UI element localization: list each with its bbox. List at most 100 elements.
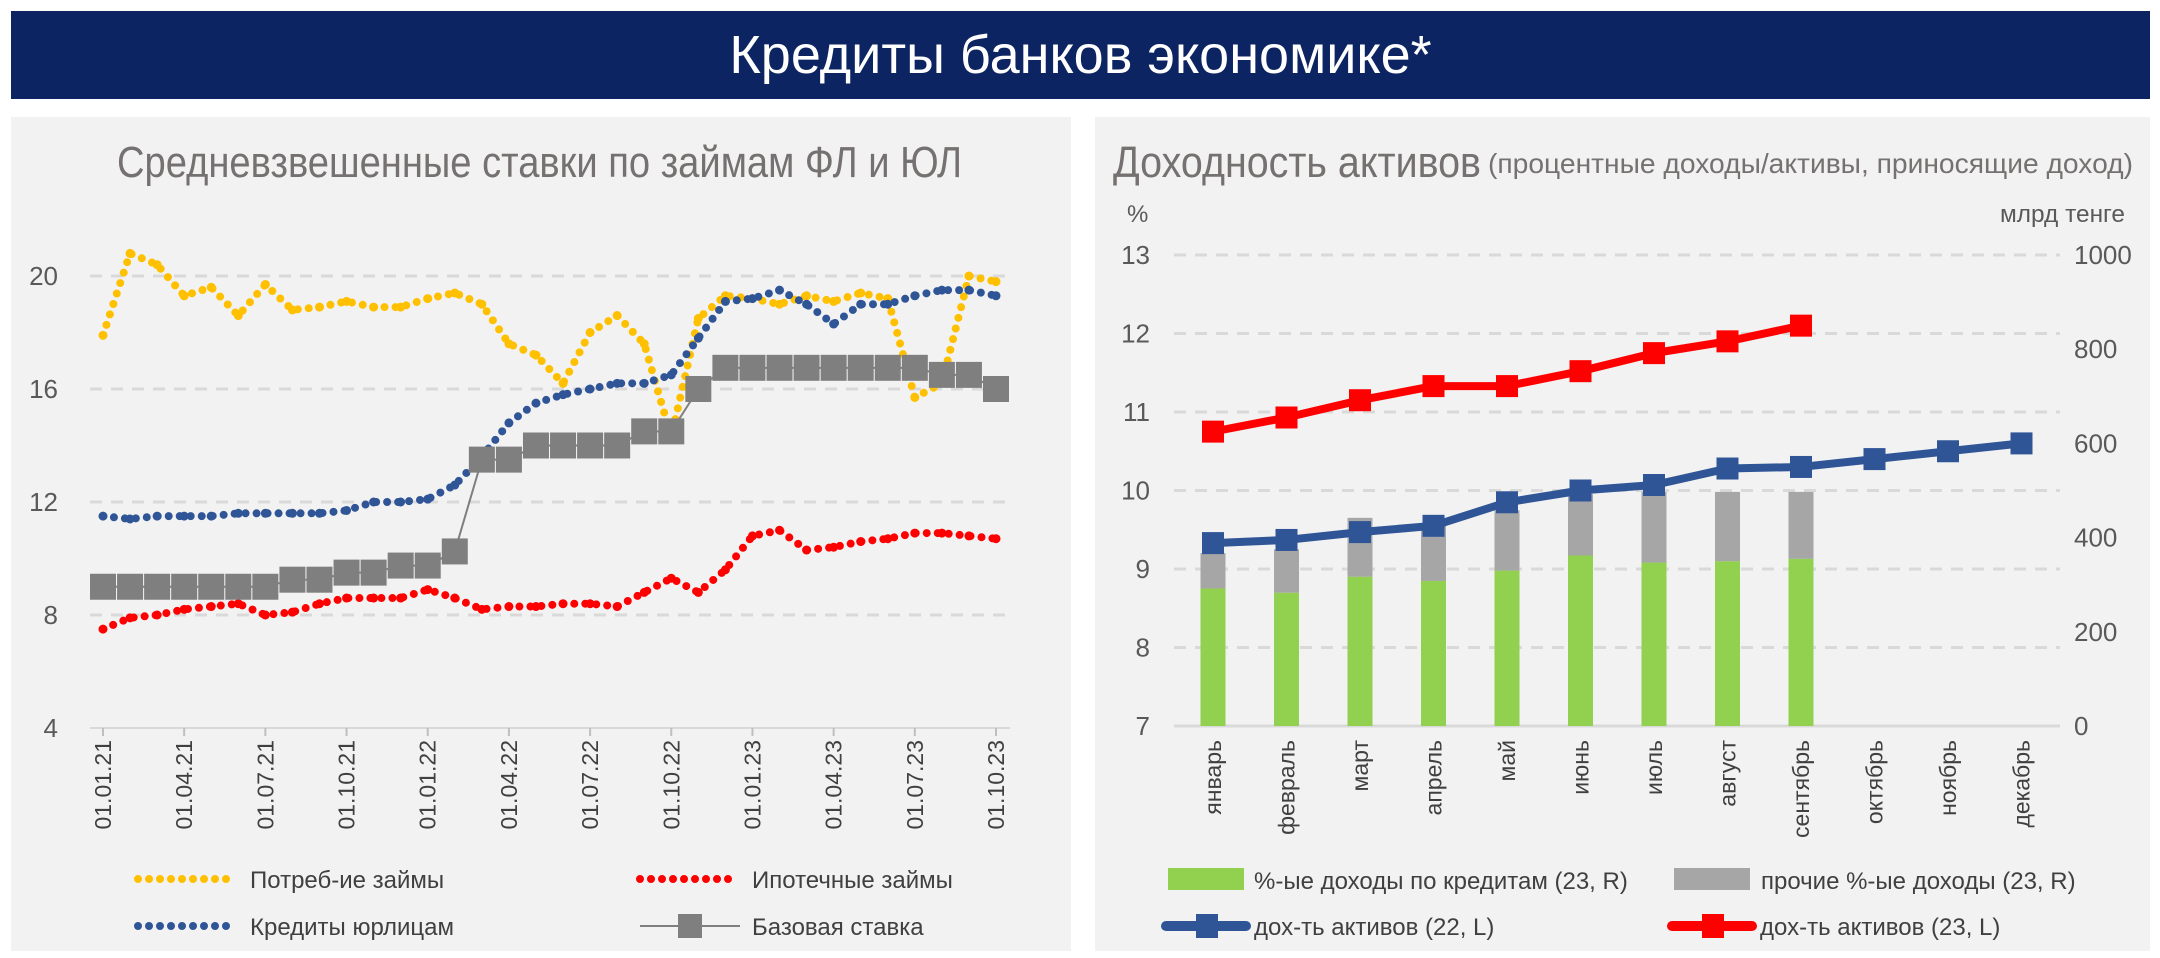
right-chart-title: Доходность активов	[1113, 138, 1481, 187]
mortgage-loans-point	[883, 534, 893, 544]
yield-2022-legend-marker	[1196, 914, 1218, 938]
y-tick-label: 20	[29, 261, 58, 291]
corporate-loans-point	[531, 398, 541, 408]
mortgage-loans-line	[99, 525, 1000, 634]
base-rate-marker	[739, 354, 766, 381]
right-y-tick-label: 0	[2074, 711, 2088, 741]
mortgage-loans-point	[477, 604, 487, 614]
right-axis-unit: млрд тенге	[2000, 201, 2125, 228]
base-rate-marker	[712, 354, 739, 381]
left-y-tick-label: 7	[1136, 711, 1150, 741]
base-rate-marker	[658, 418, 685, 445]
loan-income-bar	[1494, 570, 1520, 726]
corporate-loans-point	[260, 508, 270, 518]
corporate-loans-point	[233, 508, 243, 518]
left-y-tick-label: 8	[1136, 633, 1150, 663]
mortgage-loans-point	[342, 593, 352, 603]
consumer-loans-point	[910, 392, 920, 402]
base-rate-marker	[631, 418, 658, 445]
base-rate-marker	[333, 559, 360, 586]
yield-2022-marker	[2010, 432, 2033, 455]
base-rate-marker	[847, 354, 874, 381]
corporate-loans-point	[775, 285, 785, 295]
base-rate-marker	[522, 432, 549, 459]
mortgage-loans-point	[423, 585, 433, 595]
x-tick-label: 01.07.21	[252, 740, 278, 830]
consumer-loans-point	[260, 279, 270, 289]
consumer-loans-point	[287, 305, 297, 315]
mortgage-loans-point	[287, 607, 297, 617]
base-rate-marker	[983, 376, 1009, 402]
month-label: апрель	[1421, 740, 1447, 815]
right-y-tick-label: 200	[2074, 617, 2117, 647]
consumer-loans-point	[125, 248, 135, 258]
other-income-bar	[1568, 494, 1593, 556]
consumer-loans-legend-label: Потреб-ие займы	[250, 867, 444, 894]
consumer-loans-point	[477, 299, 487, 309]
base-rate-marker	[360, 559, 387, 586]
base-rate-marker	[928, 361, 955, 388]
base-rate-marker	[171, 573, 198, 600]
consumer-loans-point	[179, 291, 189, 301]
other-income-bar	[1715, 491, 1740, 562]
left-y-tick-label: 10	[1121, 476, 1150, 506]
base-rate-marker	[144, 573, 171, 600]
month-label: июнь	[1568, 740, 1594, 795]
consumer-loans-point	[314, 302, 324, 312]
y-tick-label: 16	[29, 374, 58, 404]
other-income-bar	[1641, 491, 1667, 563]
corporate-loans-legend-label: Кредиты юрлицам	[250, 914, 454, 941]
corporate-loans-point	[152, 511, 162, 521]
mortgage-loans-point	[720, 565, 730, 575]
base-rate-marker	[387, 552, 414, 579]
yield-2023-marker	[1202, 420, 1224, 443]
x-tick-label: 01.10.23	[983, 740, 1009, 830]
yield-2023-legend-label: дох-ть активов (23, L)	[1760, 914, 2000, 941]
yield-2022-marker	[1422, 514, 1445, 537]
consumer-loans-point	[693, 313, 703, 323]
base-rate-marker	[901, 354, 928, 381]
other-income-bar	[1274, 549, 1299, 593]
corporate-loans-point	[450, 480, 460, 490]
yield-2022-marker	[1643, 474, 1665, 497]
mortgage-loans-point	[991, 534, 1001, 544]
corporate-loans-point	[910, 291, 920, 301]
mortgage-loans-point	[152, 610, 162, 620]
yield-2023-marker	[1716, 330, 1739, 353]
consumer-loans-point	[98, 330, 108, 340]
yield-2022-marker	[1937, 440, 1959, 463]
consumer-loans-point	[342, 296, 352, 306]
yield-2023-marker	[1643, 342, 1665, 365]
mortgage-loans-point	[802, 545, 812, 555]
corporate-loans-point	[396, 497, 406, 507]
mortgage-loans-point	[612, 602, 622, 612]
other-income-bar	[1494, 510, 1520, 571]
yield-2023-marker	[1569, 360, 1592, 383]
right-y-tick-label: 600	[2074, 428, 2117, 458]
corporate-loans-point	[747, 294, 757, 304]
right-chart-subtitle: (процентные доходы/активы, приносящие до…	[1488, 148, 2133, 179]
consumer-loans-point	[206, 282, 216, 292]
mortgage-loans-point	[260, 610, 270, 620]
corporate-loans-line	[99, 285, 1000, 523]
loan-income-bar	[1200, 588, 1226, 726]
mortgage-loans-legend-label: Ипотечные займы	[752, 867, 953, 894]
base-rate-line	[103, 366, 997, 588]
consumer-loans-point	[991, 277, 1001, 287]
corporate-loans-point	[585, 384, 595, 394]
mortgage-loans-point	[910, 528, 920, 538]
corporate-loans-point	[829, 319, 839, 329]
mortgage-loans-point	[666, 573, 676, 583]
x-tick-label: 01.01.23	[739, 740, 765, 830]
page-header: Кредиты банков экономике*	[11, 11, 2150, 99]
corporate-loans-point	[98, 511, 108, 521]
base-rate-marker	[874, 354, 901, 381]
base-rate-marker	[766, 354, 793, 381]
consumer-loans-point	[612, 311, 622, 321]
month-label: январь	[1200, 740, 1226, 815]
corporate-loans-point	[856, 299, 866, 309]
left-chart-title: Средневзвешенные ставки по займам ФЛ и Ю…	[117, 138, 962, 187]
yield-2022-marker	[1716, 457, 1739, 480]
month-label: октябрь	[1862, 740, 1888, 824]
